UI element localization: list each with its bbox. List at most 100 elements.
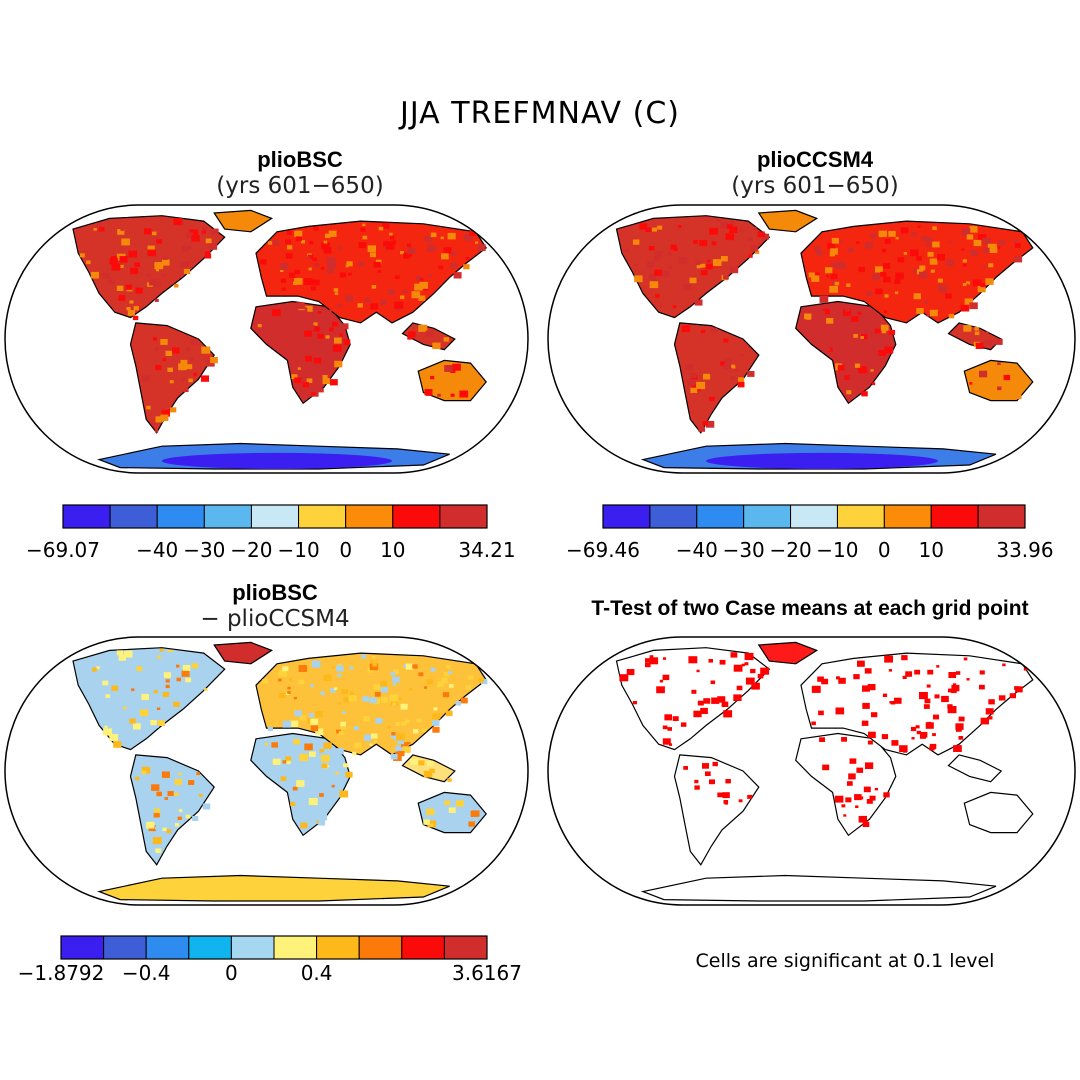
grid-cell [851, 316, 859, 322]
map-border [547, 636, 1076, 906]
grid-cell [341, 689, 348, 695]
grid-cell [286, 760, 291, 765]
grid-cell [761, 233, 769, 240]
grid-cell [979, 670, 985, 675]
grid-cell [667, 265, 672, 269]
grid-cell [949, 241, 953, 244]
grid-cell [955, 723, 964, 730]
grid-cell [966, 678, 970, 681]
grid-cell [416, 275, 423, 282]
grid-cell [400, 295, 405, 300]
grid-cell [882, 693, 888, 697]
grid-cell [916, 730, 921, 735]
grid-cell [685, 364, 694, 370]
grid-cell [683, 766, 688, 770]
grid-cell [381, 697, 389, 703]
grid-cell [394, 737, 398, 741]
grid-cell [867, 308, 874, 314]
grid-cell [894, 291, 899, 295]
grid-cell [903, 252, 907, 255]
grid-cell [307, 256, 311, 260]
grid-cell [418, 324, 428, 332]
grid-cell [339, 333, 343, 337]
grid-cell [432, 342, 441, 350]
grid-cell [390, 753, 398, 760]
grid-cell [680, 722, 687, 727]
colorbar-tick-label: 0 [878, 538, 891, 562]
grid-cell [969, 382, 973, 385]
grid-cell [267, 241, 273, 245]
grid-cell [670, 244, 677, 250]
grid-cell [167, 367, 173, 372]
grid-cell [390, 699, 399, 706]
grid-cell [154, 281, 161, 287]
grid-cell [702, 763, 709, 769]
grid-cell [133, 306, 139, 311]
grid-cell [891, 740, 899, 746]
map-panel-3 [4, 636, 529, 906]
grid-cell [888, 329, 896, 335]
colorbar-swatch [790, 504, 838, 529]
grid-cell [913, 293, 921, 300]
grid-cell [369, 743, 373, 747]
grid-cell [127, 310, 135, 316]
grid-cell [405, 719, 410, 724]
grid-cell [123, 650, 133, 658]
grid-cell [929, 309, 938, 317]
grid-cell [888, 231, 893, 235]
grid-cell [987, 243, 997, 251]
grid-cell [703, 373, 711, 380]
grid-cell [804, 313, 812, 320]
grid-cell [656, 686, 665, 694]
grid-cell [262, 679, 268, 684]
grid-cell [450, 368, 456, 373]
grid-cell [301, 335, 308, 341]
grid-cell [105, 694, 111, 698]
grid-cell [961, 248, 965, 251]
grid-cell [305, 355, 312, 362]
grid-cell [174, 779, 182, 785]
grid-cell [300, 240, 306, 244]
grid-cell [407, 335, 413, 340]
grid-cell [313, 326, 320, 332]
grid-cell [109, 734, 119, 741]
panel2-subtitle: (yrs 601−650) [731, 173, 899, 199]
grid-cell [162, 274, 166, 277]
grid-cell [423, 287, 428, 291]
grid-cell [357, 303, 363, 308]
grid-cell [721, 256, 728, 262]
grid-cell [645, 658, 651, 663]
grid-cell [185, 346, 191, 351]
grid-cell [933, 714, 939, 720]
grid-cell [872, 273, 881, 280]
grid-cell [358, 261, 364, 267]
grid-cell [157, 655, 161, 659]
grid-cell [332, 321, 338, 327]
grid-cell [432, 713, 441, 720]
grid-cell [391, 240, 397, 245]
grid-cell [204, 253, 212, 259]
grid-cell [948, 313, 955, 319]
colorbar-tick-label: −40 [136, 538, 178, 562]
colorbar-swatch [649, 504, 698, 529]
grid-cell [667, 727, 672, 731]
grid-cell [309, 751, 316, 757]
grid-cell [425, 391, 432, 396]
grid-cell [753, 226, 757, 230]
grid-cell [121, 238, 130, 246]
grid-cell [285, 239, 291, 244]
grid-cell [481, 678, 488, 685]
grid-cell [855, 241, 860, 245]
grid-cell [383, 245, 388, 249]
grid-cell [961, 228, 971, 236]
grid-cell [858, 266, 865, 273]
grid-cell [937, 254, 946, 261]
grid-cell [978, 234, 987, 241]
grid-cell [294, 230, 303, 238]
grid-cell [294, 269, 300, 275]
grid-cell [695, 260, 701, 265]
grid-cell [880, 271, 887, 277]
grid-cell [926, 684, 931, 688]
grid-cell [296, 780, 305, 787]
grid-cell [278, 692, 286, 698]
